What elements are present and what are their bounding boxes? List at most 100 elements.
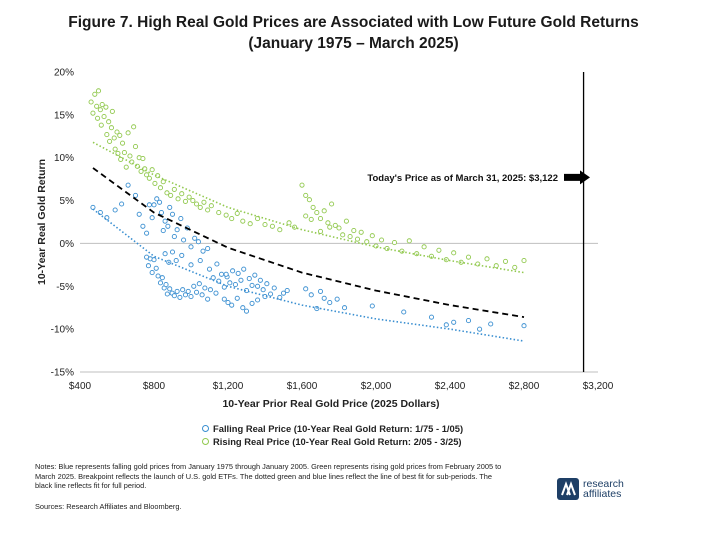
data-point-falling [167,286,173,292]
data-point-falling [119,201,125,207]
data-point-falling [210,275,216,281]
data-point-rising [97,107,103,113]
data-point-rising [306,197,312,203]
data-point-rising [92,91,98,97]
data-point-falling [277,294,283,300]
data-point-rising [321,208,327,214]
x-axis-label: 10-Year Prior Real Gold Price (2025 Doll… [222,398,439,410]
data-point-falling [149,215,155,221]
data-point-rising [234,210,240,216]
data-point-falling [240,305,246,311]
data-point-rising [193,201,200,207]
data-point-rising [358,229,364,235]
data-point-falling [249,282,255,288]
data-point-falling [232,282,238,288]
data-point-falling [188,294,194,300]
data-point-falling [255,297,261,303]
data-point-rising [369,233,375,239]
data-point-rising [157,185,164,191]
data-point-falling [171,293,177,299]
data-point-falling [158,210,164,216]
data-point-rising [175,196,181,202]
data-point-rising [343,218,349,224]
chart-annotation-group: Today's Price as of March 31, 2025: $3,1… [367,72,590,372]
data-point-rising [164,190,170,196]
data-point-falling [181,237,187,243]
data-point-falling [156,199,163,205]
right-arrow-icon [564,170,590,185]
data-point-falling [144,230,150,236]
data-point-falling [193,289,200,295]
chart-marks [88,88,527,332]
data-point-rising [277,227,283,233]
data-point-rising [90,110,96,116]
data-point-rising [118,156,124,162]
legend-item-rising: Rising Real Price (10-Year Real Gold Ret… [202,435,463,448]
data-point-falling [465,318,472,324]
data-point-rising [182,198,188,204]
data-point-falling [174,227,180,233]
data-point-rising [140,156,146,162]
fit-line-falling [92,208,525,342]
data-point-falling [280,290,287,296]
data-point-falling [255,283,261,289]
data-point-rising [197,204,203,210]
data-point-falling [169,249,176,255]
data-point-falling [180,287,186,293]
data-point-rising [262,222,268,228]
legend-marker-falling [202,425,209,432]
data-point-rising [340,232,346,238]
x-tick-label: $3,200 [583,381,614,392]
data-point-rising [138,168,144,174]
data-point-rising [152,180,158,186]
data-point-falling [284,288,290,294]
chart-title-line2: (January 1975 – March 2025) [248,35,459,52]
data-point-falling [159,275,165,281]
data-point-falling [185,288,191,294]
data-point-falling [197,258,203,264]
data-point-rising [132,144,139,150]
y-tick-label: 0% [60,239,75,250]
data-point-falling [308,292,314,298]
data-point-falling [205,296,211,302]
todays-price-annotation: Today's Price as of March 31, 2025: $3,1… [367,173,558,184]
data-point-falling [241,266,247,272]
data-point-falling [165,223,171,229]
y-tick-label: 5% [60,196,75,207]
data-point-rising [117,132,123,138]
data-point-falling [303,286,309,292]
data-point-rising [317,228,324,234]
chart-sources: Sources: Research Affiliates and Bloombe… [35,502,182,511]
data-point-falling [178,216,184,222]
data-point-rising [428,253,435,259]
y-axis-label: 10-Year Real Gold Return [36,159,48,285]
data-point-rising [123,164,129,170]
chart-legend: Falling Real Price (10-Year Real Gold Re… [202,422,463,448]
data-point-rising [208,203,214,209]
data-point-rising [168,192,174,198]
data-point-rising [247,221,253,227]
data-point-falling [140,223,146,229]
x-tick-label: $2,800 [509,381,540,392]
data-point-rising [299,182,305,188]
data-point-falling [174,288,180,294]
data-point-rising [107,138,113,144]
data-point-rising [190,198,196,204]
data-point-falling [249,300,255,306]
data-point-rising [347,234,353,240]
data-point-falling [157,280,164,286]
data-point-falling [200,248,206,254]
data-point-falling [206,266,213,272]
data-point-falling [451,319,457,325]
data-point-rising [201,199,207,205]
data-point-falling [179,252,185,258]
data-point-rising [99,102,105,108]
data-point-rising [286,220,292,226]
data-point-rising [146,175,152,181]
data-point-falling [317,288,324,294]
data-point-falling [227,280,233,286]
x-tick-label: $800 [143,381,166,392]
data-point-falling [191,283,197,289]
data-point-falling [153,265,159,271]
data-point-falling [246,276,252,282]
